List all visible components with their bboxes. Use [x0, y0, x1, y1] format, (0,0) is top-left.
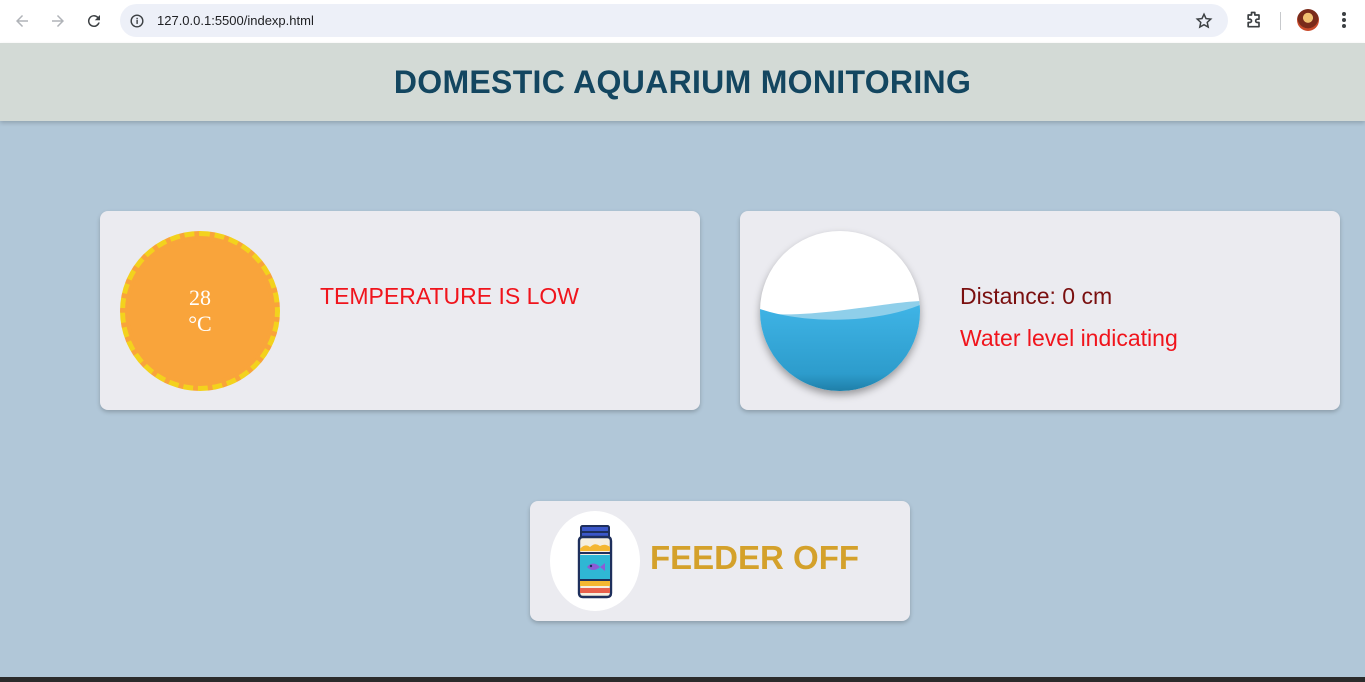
- forward-button[interactable]: [45, 8, 71, 34]
- reload-button[interactable]: [81, 8, 107, 34]
- water-wave-front: [760, 305, 920, 391]
- toolbar-divider: [1280, 12, 1281, 30]
- back-button[interactable]: [9, 8, 35, 34]
- temperature-value: 28: [189, 285, 211, 310]
- temperature-card: 28 °C TEMPERATURE IS LOW: [100, 211, 700, 410]
- feeder-card: FEEDER OFF: [530, 501, 910, 621]
- profile-avatar[interactable]: [1297, 9, 1319, 31]
- page-title: DOMESTIC AQUARIUM MONITORING: [393, 63, 972, 100]
- feeder-icon-circle: [550, 511, 640, 611]
- page-header: DOMESTIC AQUARIUM MONITORING: [0, 43, 1365, 121]
- forward-icon: [52, 15, 64, 27]
- water-wave-icon: [760, 301, 920, 391]
- address-bar[interactable]: 127.0.0.1:5500/indexp.html: [120, 4, 1228, 37]
- menu-icon[interactable]: [1334, 9, 1354, 31]
- temperature-status: TEMPERATURE IS LOW: [320, 283, 579, 309]
- feeder-status: FEEDER OFF: [650, 539, 860, 576]
- temperature-gauge: 28 °C: [129, 240, 271, 382]
- distance-text: Distance: 0 cm: [960, 283, 1113, 309]
- url-text[interactable]: 127.0.0.1:5500/indexp.html: [157, 13, 314, 28]
- water-level-indicator: Water level indicating: [960, 325, 1178, 351]
- bookmark-star-icon[interactable]: [1194, 11, 1214, 31]
- extensions-icon[interactable]: [1243, 9, 1265, 31]
- water-level-ball: [760, 231, 920, 391]
- site-info-icon[interactable]: [128, 12, 146, 30]
- reload-icon: [87, 15, 100, 28]
- back-icon: [16, 15, 28, 27]
- fish-food-jar-icon: [577, 525, 613, 599]
- temperature-unit: °C: [188, 311, 212, 336]
- taskbar-edge: [0, 677, 1365, 682]
- browser-toolbar: 127.0.0.1:5500/indexp.html: [0, 0, 1365, 43]
- water-level-card: Distance: 0 cm Water level indicating: [740, 211, 1340, 410]
- temperature-sun-icon: 28 °C: [120, 231, 280, 391]
